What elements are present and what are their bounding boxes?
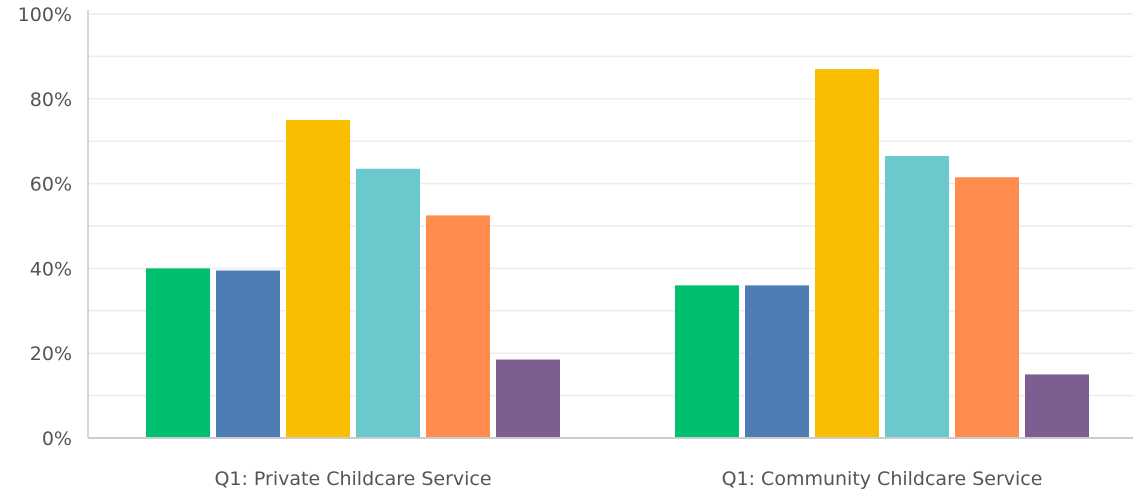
bar	[1025, 374, 1089, 438]
bar	[885, 156, 949, 439]
y-tick-label: 100%	[18, 4, 72, 26]
bar-layer	[146, 69, 1089, 439]
label-layer: 0% 20% 40% 60% 80% 100% Q1: Private Childcare …	[18, 4, 1043, 489]
y-tick-label: 0%	[42, 428, 72, 450]
bar	[216, 270, 280, 438]
y-tick-label: 20%	[30, 343, 72, 365]
x-category-label: Q1: Community Childcare Service	[722, 468, 1043, 489]
x-category-label: Q1: Private Childcare Service	[214, 468, 491, 489]
axis-layer	[87, 10, 1133, 439]
bar	[745, 285, 809, 438]
bar	[426, 215, 490, 438]
bar	[286, 120, 350, 438]
bar	[815, 69, 879, 439]
y-tick-label: 60%	[30, 174, 72, 196]
bar	[496, 359, 560, 438]
bar	[356, 168, 420, 438]
bar	[146, 268, 210, 438]
y-tick-label: 80%	[30, 89, 72, 111]
bar	[675, 285, 739, 438]
bar	[955, 177, 1019, 439]
y-tick-label: 40%	[30, 258, 72, 280]
